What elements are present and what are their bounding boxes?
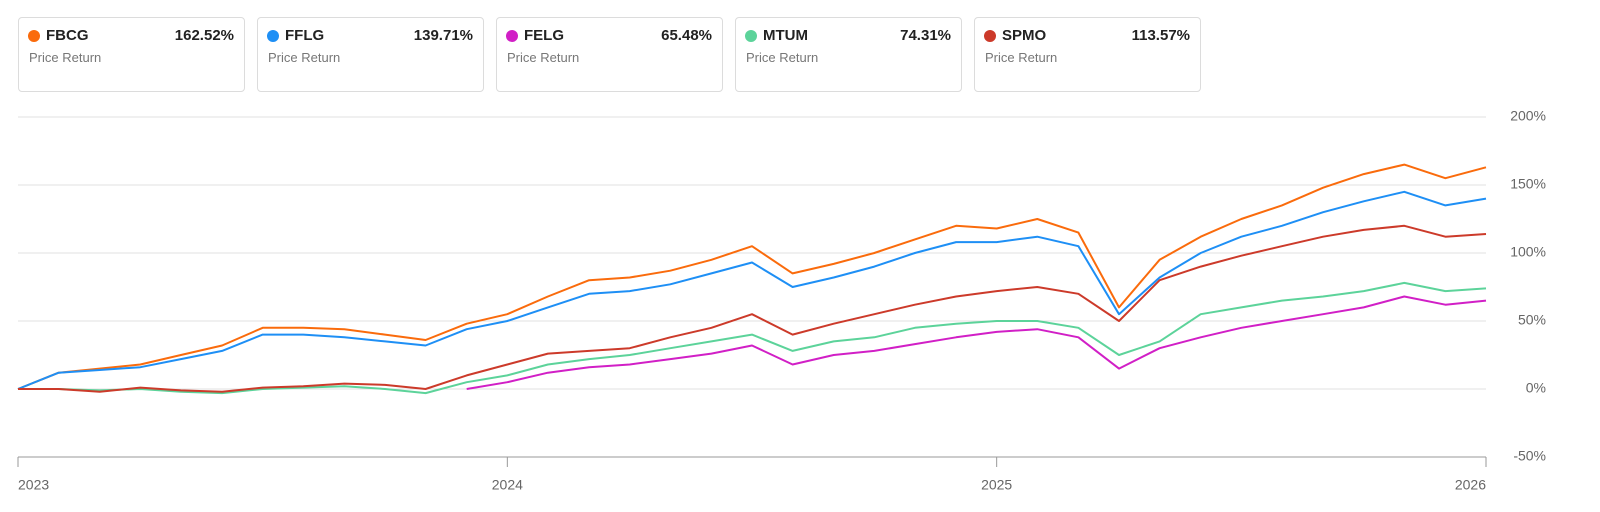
legend-name: SPMO: [1002, 27, 1047, 44]
legend-return: 139.71%: [413, 27, 473, 44]
line-series: [17, 190, 1487, 390]
legend-card: MTUM 74.31% Price Return: [735, 17, 962, 92]
legend-name: FFLG: [285, 27, 325, 44]
legend-marker: [506, 30, 518, 42]
x-tick-label: 2025: [981, 477, 1012, 493]
legend-name: MTUM: [763, 27, 808, 44]
x-tick-label: 2026: [1455, 477, 1486, 493]
y-tick-label: 0%: [1526, 380, 1546, 396]
legend-marker: [984, 30, 996, 42]
legend-name: FELG: [524, 27, 564, 44]
legend-card: FFLG 139.71% Price Return: [257, 17, 484, 92]
legend-marker: [267, 30, 279, 42]
x-tick-label: 2023: [18, 477, 49, 493]
y-tick-label: 50%: [1518, 312, 1546, 328]
x-tick-label: 2024: [492, 477, 523, 493]
line-series: [466, 295, 1487, 390]
y-tick-label: 200%: [1510, 108, 1546, 124]
legend-return: 74.31%: [900, 27, 951, 44]
legend-metric: Price Return: [268, 50, 341, 65]
y-tick-label: -50%: [1513, 448, 1546, 464]
legend-metric: Price Return: [985, 50, 1058, 65]
legend-marker: [28, 30, 40, 42]
legend-name: FBCG: [46, 27, 89, 44]
legend-metric: Price Return: [507, 50, 580, 65]
legend-card: FELG 65.48% Price Return: [496, 17, 723, 92]
line-series: [18, 224, 1487, 393]
y-tick-label: 100%: [1510, 244, 1546, 260]
legend-return: 65.48%: [661, 27, 712, 44]
line-series: [17, 163, 1487, 390]
legend-metric: Price Return: [29, 50, 102, 65]
legend-card: SPMO 113.57% Price Return: [974, 17, 1201, 92]
legend-return: 113.57%: [1131, 27, 1190, 44]
line-series: [18, 281, 1487, 395]
legend-return: 162.52%: [174, 27, 234, 44]
legend-card: FBCG 162.52% Price Return: [18, 17, 245, 92]
legend-marker: [745, 30, 757, 42]
legend-metric: Price Return: [746, 50, 819, 65]
y-tick-label: 150%: [1510, 176, 1546, 192]
